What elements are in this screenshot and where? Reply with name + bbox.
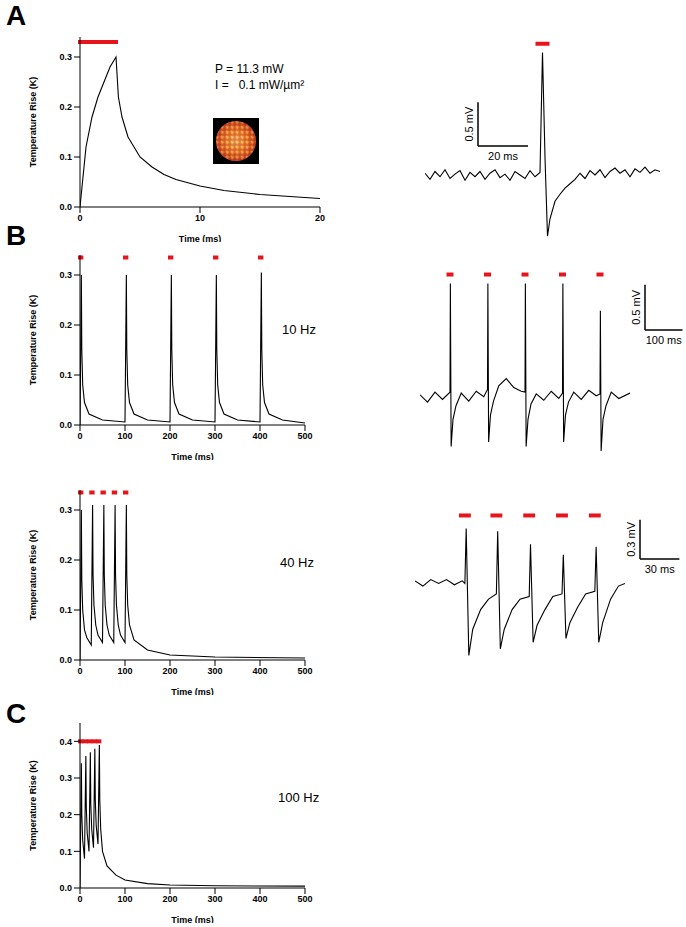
svg-text:0: 0 [77,213,82,223]
svg-text:20: 20 [315,213,325,223]
svg-text:Time (ms): Time (ms) [171,452,213,460]
html-text:100 Hz: 100 Hz [278,790,320,805]
html-text:10 Hz: 10 Hz [282,322,316,337]
svg-text:0.5 mV: 0.5 mV [630,289,642,325]
svg-text:0.5 mV: 0.5 mV [463,106,475,142]
svg-text:0.0: 0.0 [59,883,72,893]
svg-text:0.2: 0.2 [59,555,72,565]
svg-text:30 ms: 30 ms [645,563,675,575]
svg-text:Temperature Rise (K): Temperature Rise (K) [28,295,38,385]
svg-text:300: 300 [207,666,222,676]
svg-text:300: 300 [207,431,222,441]
svg-text:0.3 mV: 0.3 mV [625,521,637,557]
svg-text:0.3: 0.3 [59,270,72,280]
svg-text:500: 500 [297,666,312,676]
svg-text:400: 400 [252,431,267,441]
svg-text:0: 0 [77,666,82,676]
svg-text:0.2: 0.2 [59,320,72,330]
svg-text:0.2: 0.2 [59,102,72,112]
svg-text:300: 300 [207,894,222,904]
svg-text:0.0: 0.0 [59,655,72,665]
svg-text:0: 0 [77,894,82,904]
svg-text:100: 100 [117,431,132,441]
svg-text:Time (ms): Time (ms) [179,234,221,242]
svg-text:100 ms: 100 ms [646,334,678,346]
svg-text:Temperature Rise (K): Temperature Rise (K) [28,77,38,167]
svg-text:Time (ms): Time (ms) [171,687,213,695]
svg-text:0.4: 0.4 [59,737,72,747]
svg-text:0.3: 0.3 [59,505,72,515]
svg-text:200: 200 [162,894,177,904]
svg-text:100: 100 [117,666,132,676]
svg-text:500: 500 [297,431,312,441]
svg-text:Time (ms): Time (ms) [171,915,213,923]
svg-text:200: 200 [162,666,177,676]
svg-text:20 ms: 20 ms [488,150,518,162]
html-text:40 Hz: 40 Hz [280,555,314,570]
svg-text:0.1: 0.1 [59,370,72,380]
svg-text:100: 100 [117,894,132,904]
svg-text:0.3: 0.3 [59,773,72,783]
svg-text:0.1: 0.1 [59,847,72,857]
svg-text:10: 10 [195,213,205,223]
svg-text:400: 400 [252,894,267,904]
svg-text:0.1: 0.1 [59,152,72,162]
svg-text:0.3: 0.3 [59,52,72,62]
svg-text:0: 0 [77,431,82,441]
svg-text:Temperature Rise (K): Temperature Rise (K) [28,530,38,620]
html-text:I = 0.1 mW/µm²: I = 0.1 mW/µm² [215,78,305,92]
html-text:P = 11.3 mW: P = 11.3 mW [215,62,284,76]
svg-text:0.0: 0.0 [59,202,72,212]
svg-text:200: 200 [162,431,177,441]
svg-text:Temperature Rise (K): Temperature Rise (K) [28,760,38,850]
html-text:A: A [6,0,27,31]
html-text:B: B [6,220,27,251]
svg-text:500: 500 [297,894,312,904]
svg-text:400: 400 [252,666,267,676]
svg-text:0.2: 0.2 [59,810,72,820]
svg-text:0.0: 0.0 [59,420,72,430]
html-text:C: C [6,698,27,729]
svg-text:0.1: 0.1 [59,605,72,615]
